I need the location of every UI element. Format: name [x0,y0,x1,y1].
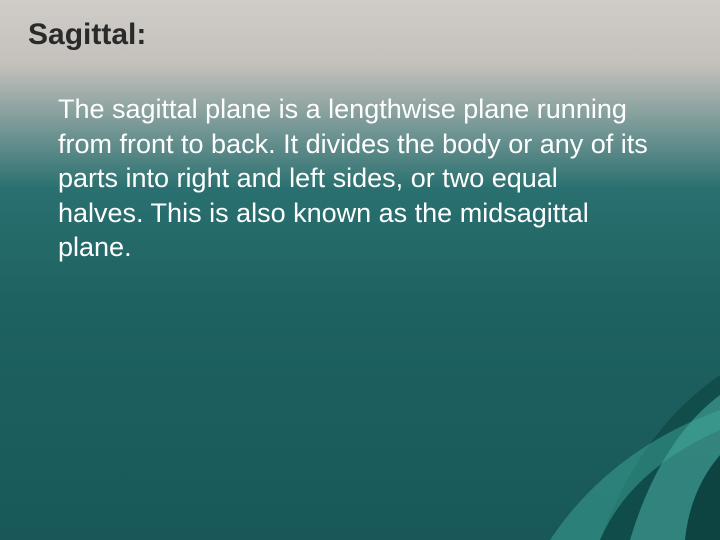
slide-container: Sagittal: The sagittal plane is a length… [0,0,720,540]
corner-decoration [490,340,720,540]
slide-heading: Sagittal: [28,18,692,52]
slide-body-text: The sagittal plane is a lengthwise plane… [28,92,668,265]
